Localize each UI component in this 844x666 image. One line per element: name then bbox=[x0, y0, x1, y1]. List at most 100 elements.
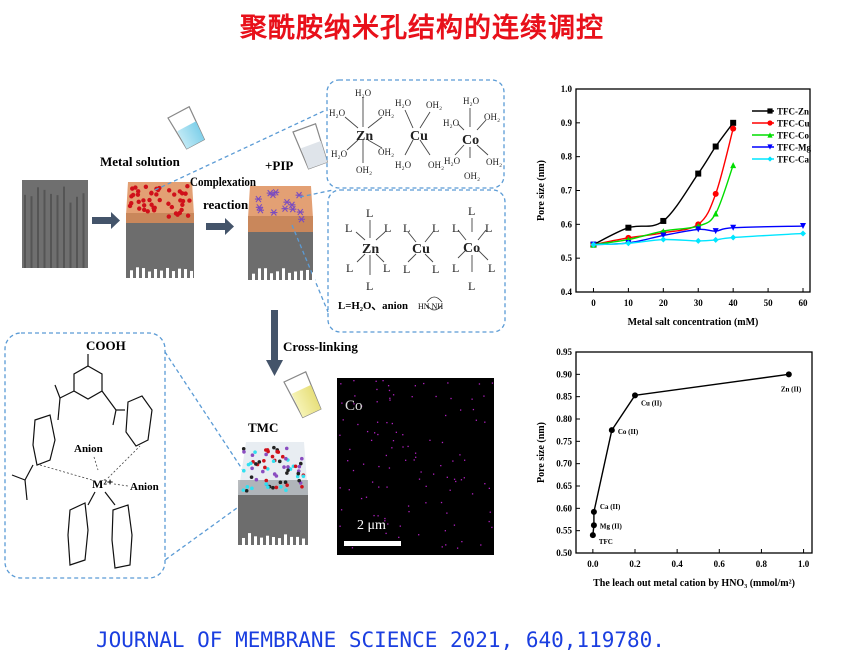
eds-dot bbox=[446, 476, 448, 478]
series-line bbox=[592, 373, 789, 536]
eds-dot bbox=[386, 486, 388, 488]
network-node bbox=[280, 454, 285, 459]
eds-dot bbox=[392, 394, 395, 396]
porous-substrate bbox=[22, 180, 88, 268]
marker-triangle bbox=[800, 223, 807, 230]
eds-dot bbox=[347, 460, 349, 462]
metal-ion-dot bbox=[149, 191, 154, 196]
eds-dot bbox=[411, 396, 413, 398]
co-label: Co bbox=[463, 241, 480, 256]
y-tick-label: 0.75 bbox=[556, 436, 572, 446]
pore bbox=[172, 271, 175, 284]
network-node bbox=[297, 464, 302, 469]
arrow-right-icon bbox=[206, 218, 234, 235]
eds-dot bbox=[418, 534, 420, 536]
slide-title: 聚酰胺纳米孔结构的连续调控 bbox=[240, 13, 604, 44]
eds-dot bbox=[407, 505, 410, 507]
arrow-right-icon bbox=[92, 212, 120, 229]
metal-ion-dot bbox=[185, 184, 190, 189]
metal-ion-dot bbox=[177, 210, 183, 216]
eds-dot bbox=[384, 520, 386, 522]
marker-square bbox=[625, 224, 632, 231]
eds-dot bbox=[463, 477, 465, 479]
eds-dot bbox=[420, 471, 422, 473]
complex-marker bbox=[266, 189, 274, 197]
ligand-l: L bbox=[432, 262, 439, 276]
eds-dot bbox=[425, 502, 427, 504]
network-node bbox=[285, 483, 289, 487]
marker-circle bbox=[785, 371, 792, 378]
eds-dot bbox=[435, 395, 437, 398]
eds-dot bbox=[388, 467, 391, 469]
network-node bbox=[297, 478, 301, 483]
x-tick-label: 1.0 bbox=[798, 559, 810, 569]
eds-dot bbox=[440, 501, 443, 504]
pore bbox=[306, 269, 309, 282]
network-node bbox=[284, 488, 288, 493]
series-line bbox=[593, 122, 734, 246]
y-tick-label: 0.9 bbox=[561, 118, 573, 128]
ligand-l: L bbox=[468, 204, 475, 218]
y-tick-label: 0.65 bbox=[556, 481, 572, 491]
eds-dot bbox=[374, 432, 376, 434]
marker-circle bbox=[589, 532, 596, 539]
metal-ion-dot bbox=[172, 192, 177, 197]
eds-dot bbox=[365, 496, 368, 498]
network-node bbox=[250, 466, 254, 471]
network-node bbox=[266, 485, 270, 489]
marker-circle bbox=[608, 427, 615, 434]
eds-dot bbox=[376, 401, 378, 403]
ligand-text: H₂O bbox=[331, 149, 348, 159]
metal-ion-dot bbox=[137, 206, 142, 211]
plot-frame bbox=[575, 88, 811, 293]
network-node bbox=[285, 471, 289, 475]
eds-dot bbox=[484, 483, 486, 485]
pore bbox=[302, 538, 305, 551]
marker-diamond bbox=[800, 230, 807, 237]
legend-entry: TFC-Co bbox=[777, 131, 809, 141]
eds-dot bbox=[378, 465, 380, 468]
eds-dot bbox=[429, 439, 431, 441]
eds-dot bbox=[440, 465, 442, 467]
pore bbox=[296, 536, 299, 549]
eds-dot bbox=[375, 380, 377, 382]
complex-marker bbox=[281, 205, 289, 213]
polyamide-membrane bbox=[238, 442, 308, 545]
series-line bbox=[593, 164, 734, 246]
tmc-label: TMC bbox=[248, 420, 278, 435]
pore bbox=[248, 533, 251, 546]
ligand-text: OH₂ bbox=[426, 100, 442, 110]
eds-dot bbox=[353, 380, 355, 382]
eds-dot bbox=[384, 517, 386, 520]
pore bbox=[266, 535, 269, 548]
ligand-l: L bbox=[485, 221, 492, 235]
pore bbox=[190, 270, 193, 283]
marker-triangle bbox=[730, 224, 737, 231]
eds-dot bbox=[376, 388, 378, 391]
x-tick-label: 60 bbox=[799, 298, 809, 308]
beaker-icon bbox=[167, 105, 206, 150]
metal-ion-dot bbox=[135, 189, 141, 194]
pip-label: +PIP bbox=[265, 158, 293, 173]
eds-dot bbox=[351, 547, 354, 549]
y-tick-label: 0.55 bbox=[556, 526, 572, 536]
network-node bbox=[300, 456, 304, 461]
eds-dot bbox=[339, 525, 341, 527]
hydrated-ion-box: H₂O H₂O OH₂ H₂O OH₂ OH₂ H₂O OH₂ H₂O OH₂ … bbox=[326, 79, 505, 189]
eds-dot bbox=[382, 380, 384, 382]
pip-ring-label: HN NH bbox=[418, 302, 443, 311]
eds-dot bbox=[387, 385, 390, 387]
anion-label: Anion bbox=[130, 481, 159, 493]
metal-ion-dot bbox=[135, 192, 141, 197]
network-node bbox=[275, 449, 279, 454]
point-label: Zn (II) bbox=[781, 385, 802, 393]
marker-diamond bbox=[625, 240, 632, 247]
eds-dot bbox=[480, 544, 482, 546]
eds-dot bbox=[444, 530, 447, 532]
metal-ion-label: M²⁺ bbox=[92, 477, 113, 491]
pore bbox=[178, 268, 181, 281]
eds-dot bbox=[460, 479, 463, 481]
eds-dot bbox=[340, 509, 343, 511]
eds-dot bbox=[361, 405, 363, 407]
eds-dot bbox=[339, 434, 341, 436]
